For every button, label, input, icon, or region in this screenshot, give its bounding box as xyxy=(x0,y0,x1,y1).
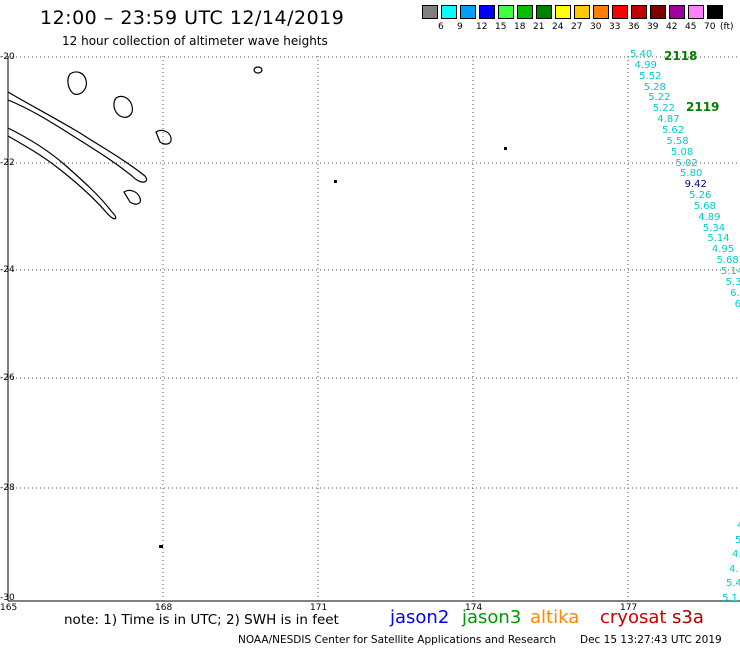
scale-label: 70 xyxy=(704,22,716,32)
swh-value-label: 4.87 xyxy=(657,114,680,126)
scale-label: 9 xyxy=(457,22,463,32)
latitude-label: -26 xyxy=(0,373,15,383)
longitude-label: 174 xyxy=(465,603,483,613)
island-outline xyxy=(155,129,172,145)
scale-swatch xyxy=(707,5,723,19)
scale-label: 24 xyxy=(552,22,564,32)
satellite-name: s3a xyxy=(672,607,704,628)
island-outline xyxy=(67,71,87,95)
scale-swatch xyxy=(479,5,495,19)
swh-value-label: 4.89 xyxy=(698,211,721,223)
track-time-label: 2118 xyxy=(664,49,698,63)
map-subtitle: 12 hour collection of altimeter wave hei… xyxy=(62,34,328,48)
swh-value-label: 5.1 xyxy=(722,593,738,604)
coastline-new-caledonia-north xyxy=(7,91,148,183)
scale-swatch xyxy=(574,5,590,19)
longitude-label: 168 xyxy=(155,603,173,613)
scale-swatch xyxy=(536,5,552,19)
scale-swatch xyxy=(688,5,704,19)
swh-value-label: 5.22 xyxy=(648,92,671,104)
scale-label: 45 xyxy=(685,22,697,32)
island-outline xyxy=(123,189,141,205)
scale-label: 21 xyxy=(533,22,545,32)
scale-label: 27 xyxy=(571,22,583,32)
swh-value-label: 5.80 xyxy=(680,168,703,180)
scale-swatch xyxy=(669,5,685,19)
scale-swatch xyxy=(498,5,514,19)
footer-note: note: 1) Time is in UTC; 2) SWH is in fe… xyxy=(64,612,339,628)
latitude-label: -28 xyxy=(0,483,15,493)
satellite-name: jason2 xyxy=(390,607,450,628)
latitude-label: -24 xyxy=(0,265,15,275)
swh-value-label: 5.68 xyxy=(693,200,716,212)
swh-value-label: 4.99 xyxy=(634,59,657,71)
swh-value-label: 5 xyxy=(735,534,740,546)
swh-value-label: 4.95 xyxy=(711,244,735,256)
swh-value-label: 5.52 xyxy=(639,70,662,82)
longitude-label: 177 xyxy=(620,603,638,613)
swh-value-label: 5.26 xyxy=(689,190,712,202)
scale-swatch xyxy=(422,5,438,19)
scale-swatch xyxy=(460,5,476,19)
latitude-gridlines xyxy=(8,56,740,489)
scale-label: 42 xyxy=(666,22,678,32)
swh-value-label: 4. xyxy=(732,549,740,561)
map-title: 12:00 – 23:59 UTC 12/14/2019 xyxy=(40,7,345,29)
scale-swatch xyxy=(555,5,571,19)
longitude-gridlines xyxy=(162,56,629,601)
scale-label: 18 xyxy=(514,22,526,32)
swh-value-label: 4 xyxy=(737,520,740,531)
satellite-name: cryosat xyxy=(600,607,667,628)
scale-swatch xyxy=(593,5,609,19)
scale-swatch xyxy=(441,5,457,19)
scale-label: 6 xyxy=(438,22,444,32)
swh-value-label: 4. xyxy=(729,563,739,575)
generation-timestamp: Dec 15 13:27:43 UTC 2019 xyxy=(580,634,722,646)
credit-line: NOAA/NESDIS Center for Satellite Applica… xyxy=(238,634,556,646)
swh-value-label: 5.40 xyxy=(630,49,653,60)
swh-value-label: 5.28 xyxy=(643,81,666,93)
swh-value-label: 5.62 xyxy=(661,124,685,136)
small-islands xyxy=(159,147,507,548)
satellite-name: altika xyxy=(530,607,580,628)
latitude-label: -22 xyxy=(0,158,15,168)
island-outline xyxy=(113,95,133,118)
scale-swatch xyxy=(612,5,628,19)
track-time-label: 2119 xyxy=(686,100,720,114)
scale-label: 36 xyxy=(628,22,640,32)
swh-value-label: 6. xyxy=(730,287,740,299)
scale-swatch xyxy=(631,5,647,19)
swh-value-label: 5.34 xyxy=(702,222,726,234)
coastlines xyxy=(7,66,263,220)
satellite-name: jason3 xyxy=(462,607,522,628)
swh-value-label: 6 xyxy=(734,298,740,310)
swh-value-label: 5.68 xyxy=(716,255,739,267)
scale-label: 30 xyxy=(590,22,602,32)
swh-value-label: 5.22 xyxy=(652,103,676,115)
scale-label: 15 xyxy=(495,22,507,32)
swh-value-label: 5.58 xyxy=(666,135,689,147)
island-outline xyxy=(253,66,263,74)
swh-value-label: 5.4 xyxy=(726,578,740,590)
scale-swatch xyxy=(517,5,533,19)
scale-label: 39 xyxy=(647,22,659,32)
swh-value-label: 9.42 xyxy=(684,179,707,191)
longitude-label: 171 xyxy=(310,603,328,613)
longitude-label: 165 xyxy=(0,603,18,613)
latitude-label: -20 xyxy=(0,52,15,62)
swh-value-label: 5.08 xyxy=(670,146,694,158)
coastline-new-caledonia-south xyxy=(7,127,117,220)
swh-value-label: 5.14 xyxy=(721,266,740,277)
latitude-label: -30 xyxy=(0,593,15,603)
swh-value-label: 5.02 xyxy=(675,157,698,169)
scale-unit: (ft) xyxy=(720,22,734,32)
scale-swatch xyxy=(650,5,666,19)
scale-label: 33 xyxy=(609,22,621,32)
swh-value-label: 5.3 xyxy=(725,276,740,288)
swh-value-label: 5.14 xyxy=(707,233,730,245)
scale-label: 12 xyxy=(476,22,488,32)
